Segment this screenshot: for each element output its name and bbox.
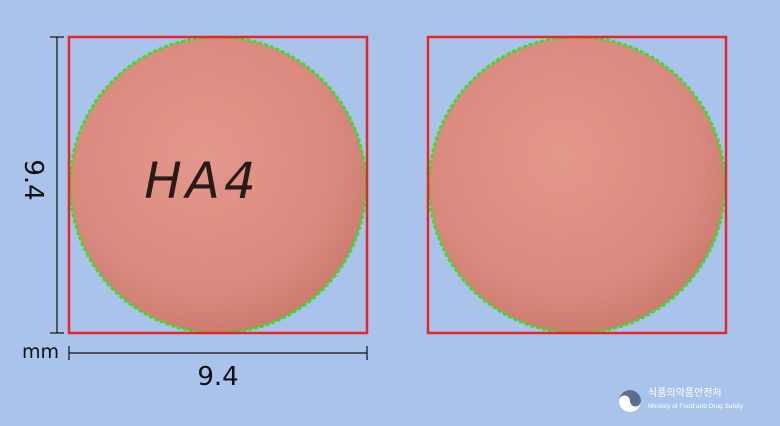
pill-imprint-text: HA4 [144,152,260,210]
mfds-logo: 식품의약품안전처 Ministry of Food and Drug Safet… [618,388,770,414]
width-dimension-line [68,346,368,360]
pill-back [426,35,728,335]
pill-front: HA4 [67,35,369,335]
pill-back-texture [429,37,725,333]
width-measurement-label: 9.4 [197,362,239,392]
height-measurement-label: 9.4 [18,159,48,201]
pill-front-texture [70,37,366,333]
unit-label: mm [22,341,60,363]
mfds-english-name: Ministry of Food and Drug Safety [648,403,744,410]
pill-front-bbox [67,35,369,335]
height-dimension-line [50,36,64,334]
mfds-emblem-icon [619,390,641,412]
pill-back-bbox [426,35,728,335]
mfds-korean-name: 식품의약품안전처 [648,388,722,399]
